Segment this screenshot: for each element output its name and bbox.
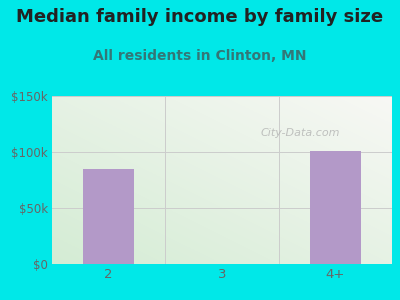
Text: City-Data.com: City-Data.com	[260, 128, 340, 138]
Text: Median family income by family size: Median family income by family size	[16, 8, 384, 26]
Text: All residents in Clinton, MN: All residents in Clinton, MN	[93, 50, 307, 64]
Bar	[310, 151, 361, 264]
Bar	[83, 169, 134, 264]
